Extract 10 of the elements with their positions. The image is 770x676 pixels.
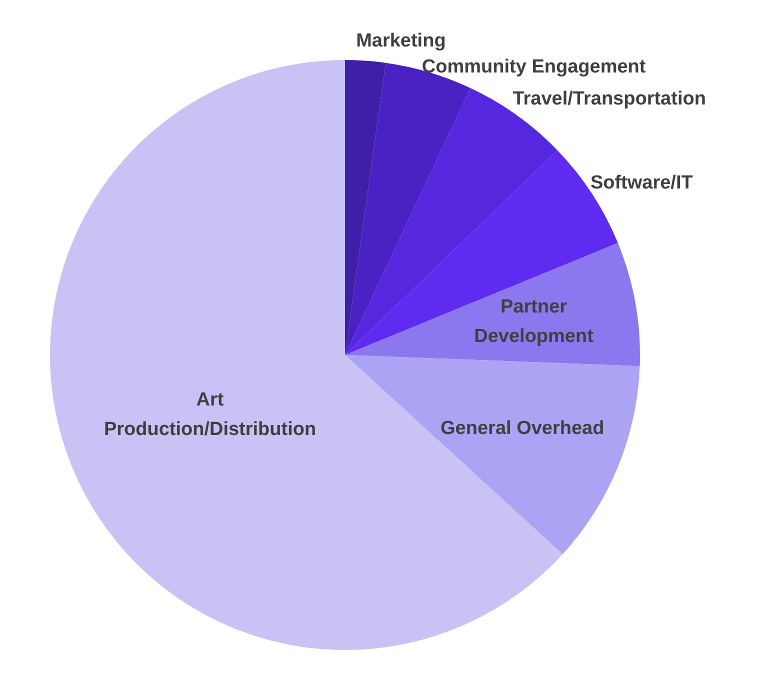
slice-label: General Overhead: [440, 417, 604, 438]
slice-label: Art Production/Distribution: [104, 389, 316, 440]
pie-slice: [345, 355, 640, 554]
slice-label: Software/IT: [590, 172, 694, 194]
slice-label: Community Engagement: [422, 56, 646, 78]
pie-slice: [345, 242, 640, 366]
pie-slice: [345, 60, 386, 355]
slice-label: Marketing: [356, 30, 446, 52]
slice-label: Partner Development: [474, 296, 594, 347]
slice-label: Travel/Transportation: [512, 88, 706, 110]
